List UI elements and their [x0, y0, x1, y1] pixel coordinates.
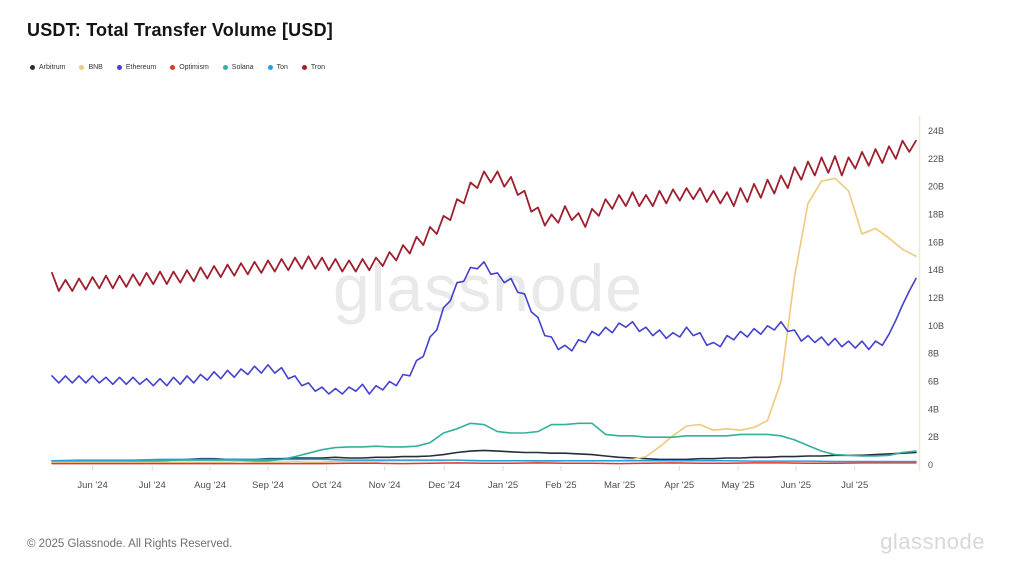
glassnode-logo: glassnode: [880, 529, 985, 554]
legend-label: Solana: [231, 64, 254, 71]
x-axis-label: Jan '25: [488, 480, 518, 491]
x-axis-label: Nov '24: [369, 480, 401, 491]
y-axis-label: 2B: [928, 432, 939, 442]
x-axis-label: Apr '25: [664, 480, 694, 491]
footer-copyright: © 2025 Glassnode. All Rights Reserved.: [27, 538, 233, 550]
arbitrum-legend-dot-icon: [30, 65, 35, 70]
series-line-tron: [51, 139, 917, 292]
legend-item-ton[interactable]: Ton: [267, 64, 288, 71]
y-axis-label: 4B: [928, 404, 939, 414]
legend-item-tron[interactable]: Tron: [301, 64, 326, 71]
legend-label: BNB: [88, 64, 103, 71]
x-axis-label: Dec '24: [428, 480, 460, 491]
legend: Arbitrum BNB Ethereum Optimism Solana Ton Tron: [30, 64, 325, 71]
optimism-legend-dot-icon: [170, 65, 176, 70]
y-axis-label: 10B: [928, 321, 944, 331]
legend-label: Arbitrum: [39, 64, 66, 71]
y-axis-label: 12B: [928, 293, 944, 303]
legend-item-solana[interactable]: Solana: [222, 64, 254, 71]
chart-title: USDT: Total Transfer Volume [USD]: [27, 20, 333, 40]
x-axis-label: May '25: [722, 480, 755, 491]
x-axis-label: Mar '25: [604, 480, 635, 491]
x-axis-label: Jul '24: [139, 480, 166, 491]
legend-item-arbitrum[interactable]: Arbitrum: [30, 64, 65, 71]
x-axis-label: Jun '24: [77, 480, 107, 491]
ethereum-legend-dot-icon: [116, 65, 122, 70]
legend-label: Tron: [310, 64, 326, 71]
series-line-solana: [51, 422, 917, 462]
x-axis-label: Aug '24: [194, 480, 226, 491]
ton-legend-dot-icon: [267, 65, 273, 70]
legend-item-ethereum[interactable]: Ethereum: [116, 64, 157, 71]
x-axis-label: Feb '25: [545, 480, 576, 491]
series-line-ethereum: [51, 260, 917, 395]
x-axis-label: Oct '24: [312, 480, 342, 491]
y-axis-label: 0: [928, 460, 933, 470]
y-axis-label: 14B: [928, 265, 944, 275]
solana-legend-dot-icon: [222, 65, 228, 70]
y-axis-label: 18B: [928, 210, 944, 220]
legend-label: Optimism: [179, 64, 209, 71]
series-line-optimism: [51, 462, 917, 465]
x-axis-label: Sep '24: [252, 480, 284, 491]
bnb-legend-dot-icon: [79, 65, 85, 70]
x-axis-label: Jul '25: [841, 480, 868, 491]
tron-legend-dot-icon: [301, 65, 307, 70]
x-axis-label: Jun '25: [781, 480, 811, 491]
y-axis-label: 16B: [928, 237, 944, 247]
legend-label: Ton: [276, 64, 288, 71]
y-axis-label: 22B: [928, 154, 944, 164]
y-axis-label: 8B: [928, 349, 939, 359]
legend-item-optimism[interactable]: Optimism: [170, 64, 209, 71]
series-line-ton: [51, 458, 917, 463]
y-axis-label: 24B: [928, 126, 944, 136]
series-line-bnb: [51, 177, 917, 464]
y-axis-label: 6B: [928, 377, 939, 387]
y-axis-label: 20B: [928, 182, 944, 192]
legend-item-bnb[interactable]: BNB: [79, 64, 103, 71]
legend-label: Ethereum: [125, 64, 157, 71]
